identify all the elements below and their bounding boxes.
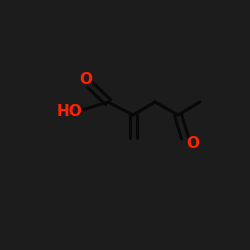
Text: O: O <box>80 72 92 88</box>
Text: O: O <box>186 136 200 150</box>
Text: HO: HO <box>57 104 83 120</box>
